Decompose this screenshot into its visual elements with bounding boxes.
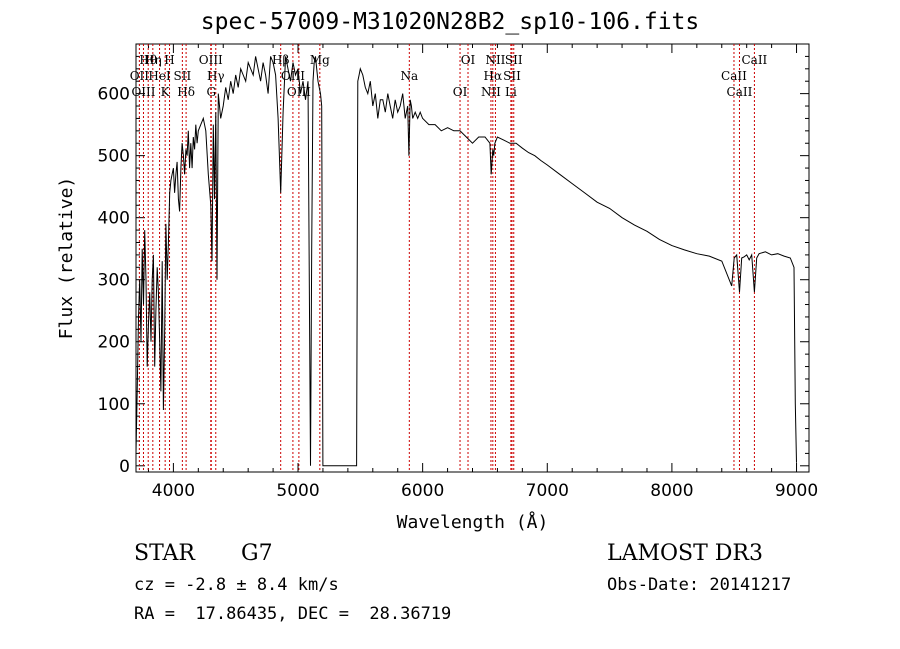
x-tick-label: 8000 — [650, 481, 693, 501]
spectral-line-label: CaII — [741, 53, 767, 67]
spectral-line-label: K — [161, 85, 171, 99]
y-tick-label: 500 — [98, 147, 130, 167]
spectral-line-label: CaII — [727, 85, 753, 99]
x-axis-label: Wavelength (Å) — [397, 511, 549, 533]
x-tick-label: 7000 — [526, 481, 569, 501]
y-tick-label: 100 — [98, 395, 130, 415]
spectral-line-label: CaII — [721, 69, 747, 83]
redshift-velocity: cz = -2.8 ± 8.4 km/s — [134, 575, 339, 595]
object-class: STAR — [134, 541, 195, 566]
x-tick-label: 9000 — [775, 481, 818, 501]
spectral-line-label: Li — [505, 85, 517, 99]
coordinates: RA = 17.86435, DEC = 28.36719 — [134, 604, 452, 624]
spectrum-line — [135, 56, 797, 467]
y-tick-label: 300 — [98, 271, 130, 291]
x-tick-label: 6000 — [401, 481, 444, 501]
y-axis-label: Flux (relative) — [56, 177, 77, 340]
spectral-line-label: H — [164, 53, 174, 67]
spectral-line-label: NII — [481, 85, 501, 99]
spectral-line-label: G — [206, 85, 216, 99]
object-subclass: G7 — [241, 541, 273, 566]
survey-name: LAMOST DR3 — [607, 541, 763, 566]
spectral-line-label: SII — [174, 69, 192, 83]
spectral-line-label: HeI — [148, 69, 171, 83]
spectral-line-label: SII — [505, 53, 523, 67]
y-tick-label: 600 — [98, 85, 130, 105]
chart-title: spec-57009-M31020N28B2_sp10-106.fits — [200, 9, 700, 35]
spectral-line-label: Na — [400, 69, 418, 83]
spectral-line-label: NII — [485, 53, 505, 67]
spectral-line-label: OIII — [199, 53, 223, 67]
spectral-line-label: OII — [130, 69, 150, 83]
x-tick-label: 4000 — [152, 481, 195, 501]
obs-date: Obs-Date: 20141217 — [607, 575, 792, 595]
spectral-line-label: Hδ — [177, 85, 195, 99]
spectral-line-label: Hα — [484, 69, 503, 83]
plot-frame — [135, 43, 810, 473]
spectral-line-label: OI — [461, 53, 476, 67]
spectral-line-label: Hθ — [139, 53, 157, 67]
spectral-line-label: Mg — [310, 53, 330, 67]
spectral-line-label: Hη — [144, 53, 162, 67]
y-tick-label: 400 — [98, 209, 130, 229]
spectral-line-label: Hγ — [207, 69, 225, 83]
y-tick-label: 0 — [119, 457, 130, 477]
spectral-line-label: OIII — [131, 85, 155, 99]
x-tick-label: 5000 — [276, 481, 319, 501]
y-tick-label: 200 — [98, 333, 130, 353]
spectral-line-label: SII — [503, 69, 521, 83]
spectral-line-label: OI — [453, 85, 468, 99]
